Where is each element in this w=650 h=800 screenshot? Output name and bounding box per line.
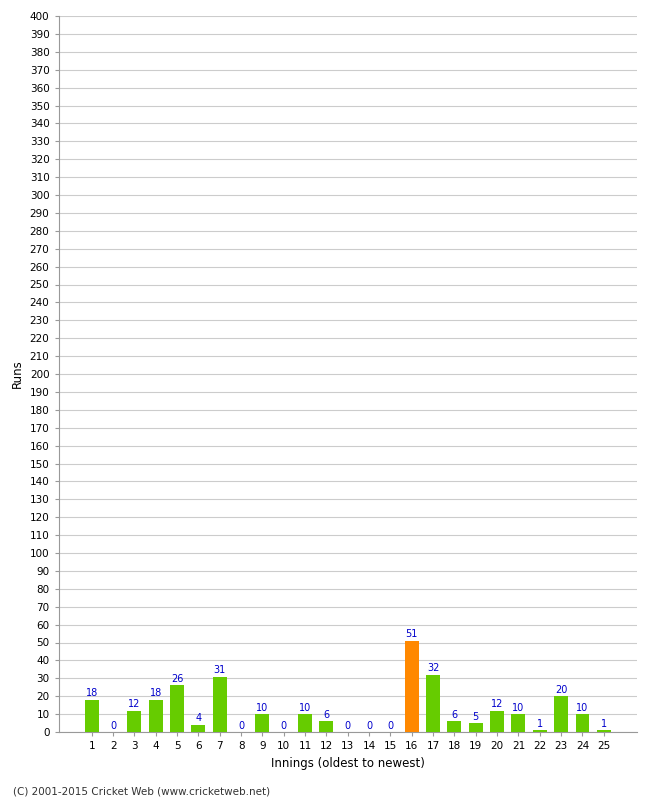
Bar xyxy=(533,730,547,732)
Text: 1: 1 xyxy=(537,718,543,729)
Bar xyxy=(447,722,462,732)
Bar xyxy=(298,714,312,732)
Bar xyxy=(255,714,269,732)
Bar xyxy=(127,710,141,732)
Text: 10: 10 xyxy=(299,702,311,713)
Bar xyxy=(213,677,227,732)
Bar xyxy=(575,714,590,732)
Bar xyxy=(490,710,504,732)
Text: 20: 20 xyxy=(555,685,567,694)
Text: 12: 12 xyxy=(491,699,503,709)
Text: 4: 4 xyxy=(196,714,202,723)
Text: 31: 31 xyxy=(214,665,226,675)
Text: 10: 10 xyxy=(577,702,588,713)
Bar xyxy=(512,714,525,732)
Text: 10: 10 xyxy=(512,702,525,713)
Text: (C) 2001-2015 Cricket Web (www.cricketweb.net): (C) 2001-2015 Cricket Web (www.cricketwe… xyxy=(13,786,270,796)
Text: 0: 0 xyxy=(110,721,116,730)
Bar xyxy=(426,674,440,732)
Text: 1: 1 xyxy=(601,718,607,729)
Text: 0: 0 xyxy=(281,721,287,730)
X-axis label: Innings (oldest to newest): Innings (oldest to newest) xyxy=(271,757,424,770)
Bar xyxy=(149,700,162,732)
Text: 0: 0 xyxy=(344,721,351,730)
Text: 0: 0 xyxy=(387,721,393,730)
Text: 10: 10 xyxy=(256,702,268,713)
Text: 6: 6 xyxy=(451,710,458,720)
Text: 12: 12 xyxy=(128,699,140,709)
Bar xyxy=(405,641,419,732)
Bar xyxy=(192,725,205,732)
Bar xyxy=(469,723,483,732)
Text: 18: 18 xyxy=(150,688,162,698)
Bar xyxy=(170,686,184,732)
Text: 6: 6 xyxy=(323,710,330,720)
Text: 0: 0 xyxy=(238,721,244,730)
Text: 0: 0 xyxy=(366,721,372,730)
Bar xyxy=(84,700,99,732)
Text: 51: 51 xyxy=(406,630,418,639)
Bar xyxy=(597,730,611,732)
Text: 5: 5 xyxy=(473,712,479,722)
Y-axis label: Runs: Runs xyxy=(11,360,24,388)
Bar xyxy=(554,696,568,732)
Bar xyxy=(320,722,333,732)
Text: 32: 32 xyxy=(427,663,439,674)
Text: 26: 26 xyxy=(171,674,183,684)
Text: 18: 18 xyxy=(86,688,98,698)
